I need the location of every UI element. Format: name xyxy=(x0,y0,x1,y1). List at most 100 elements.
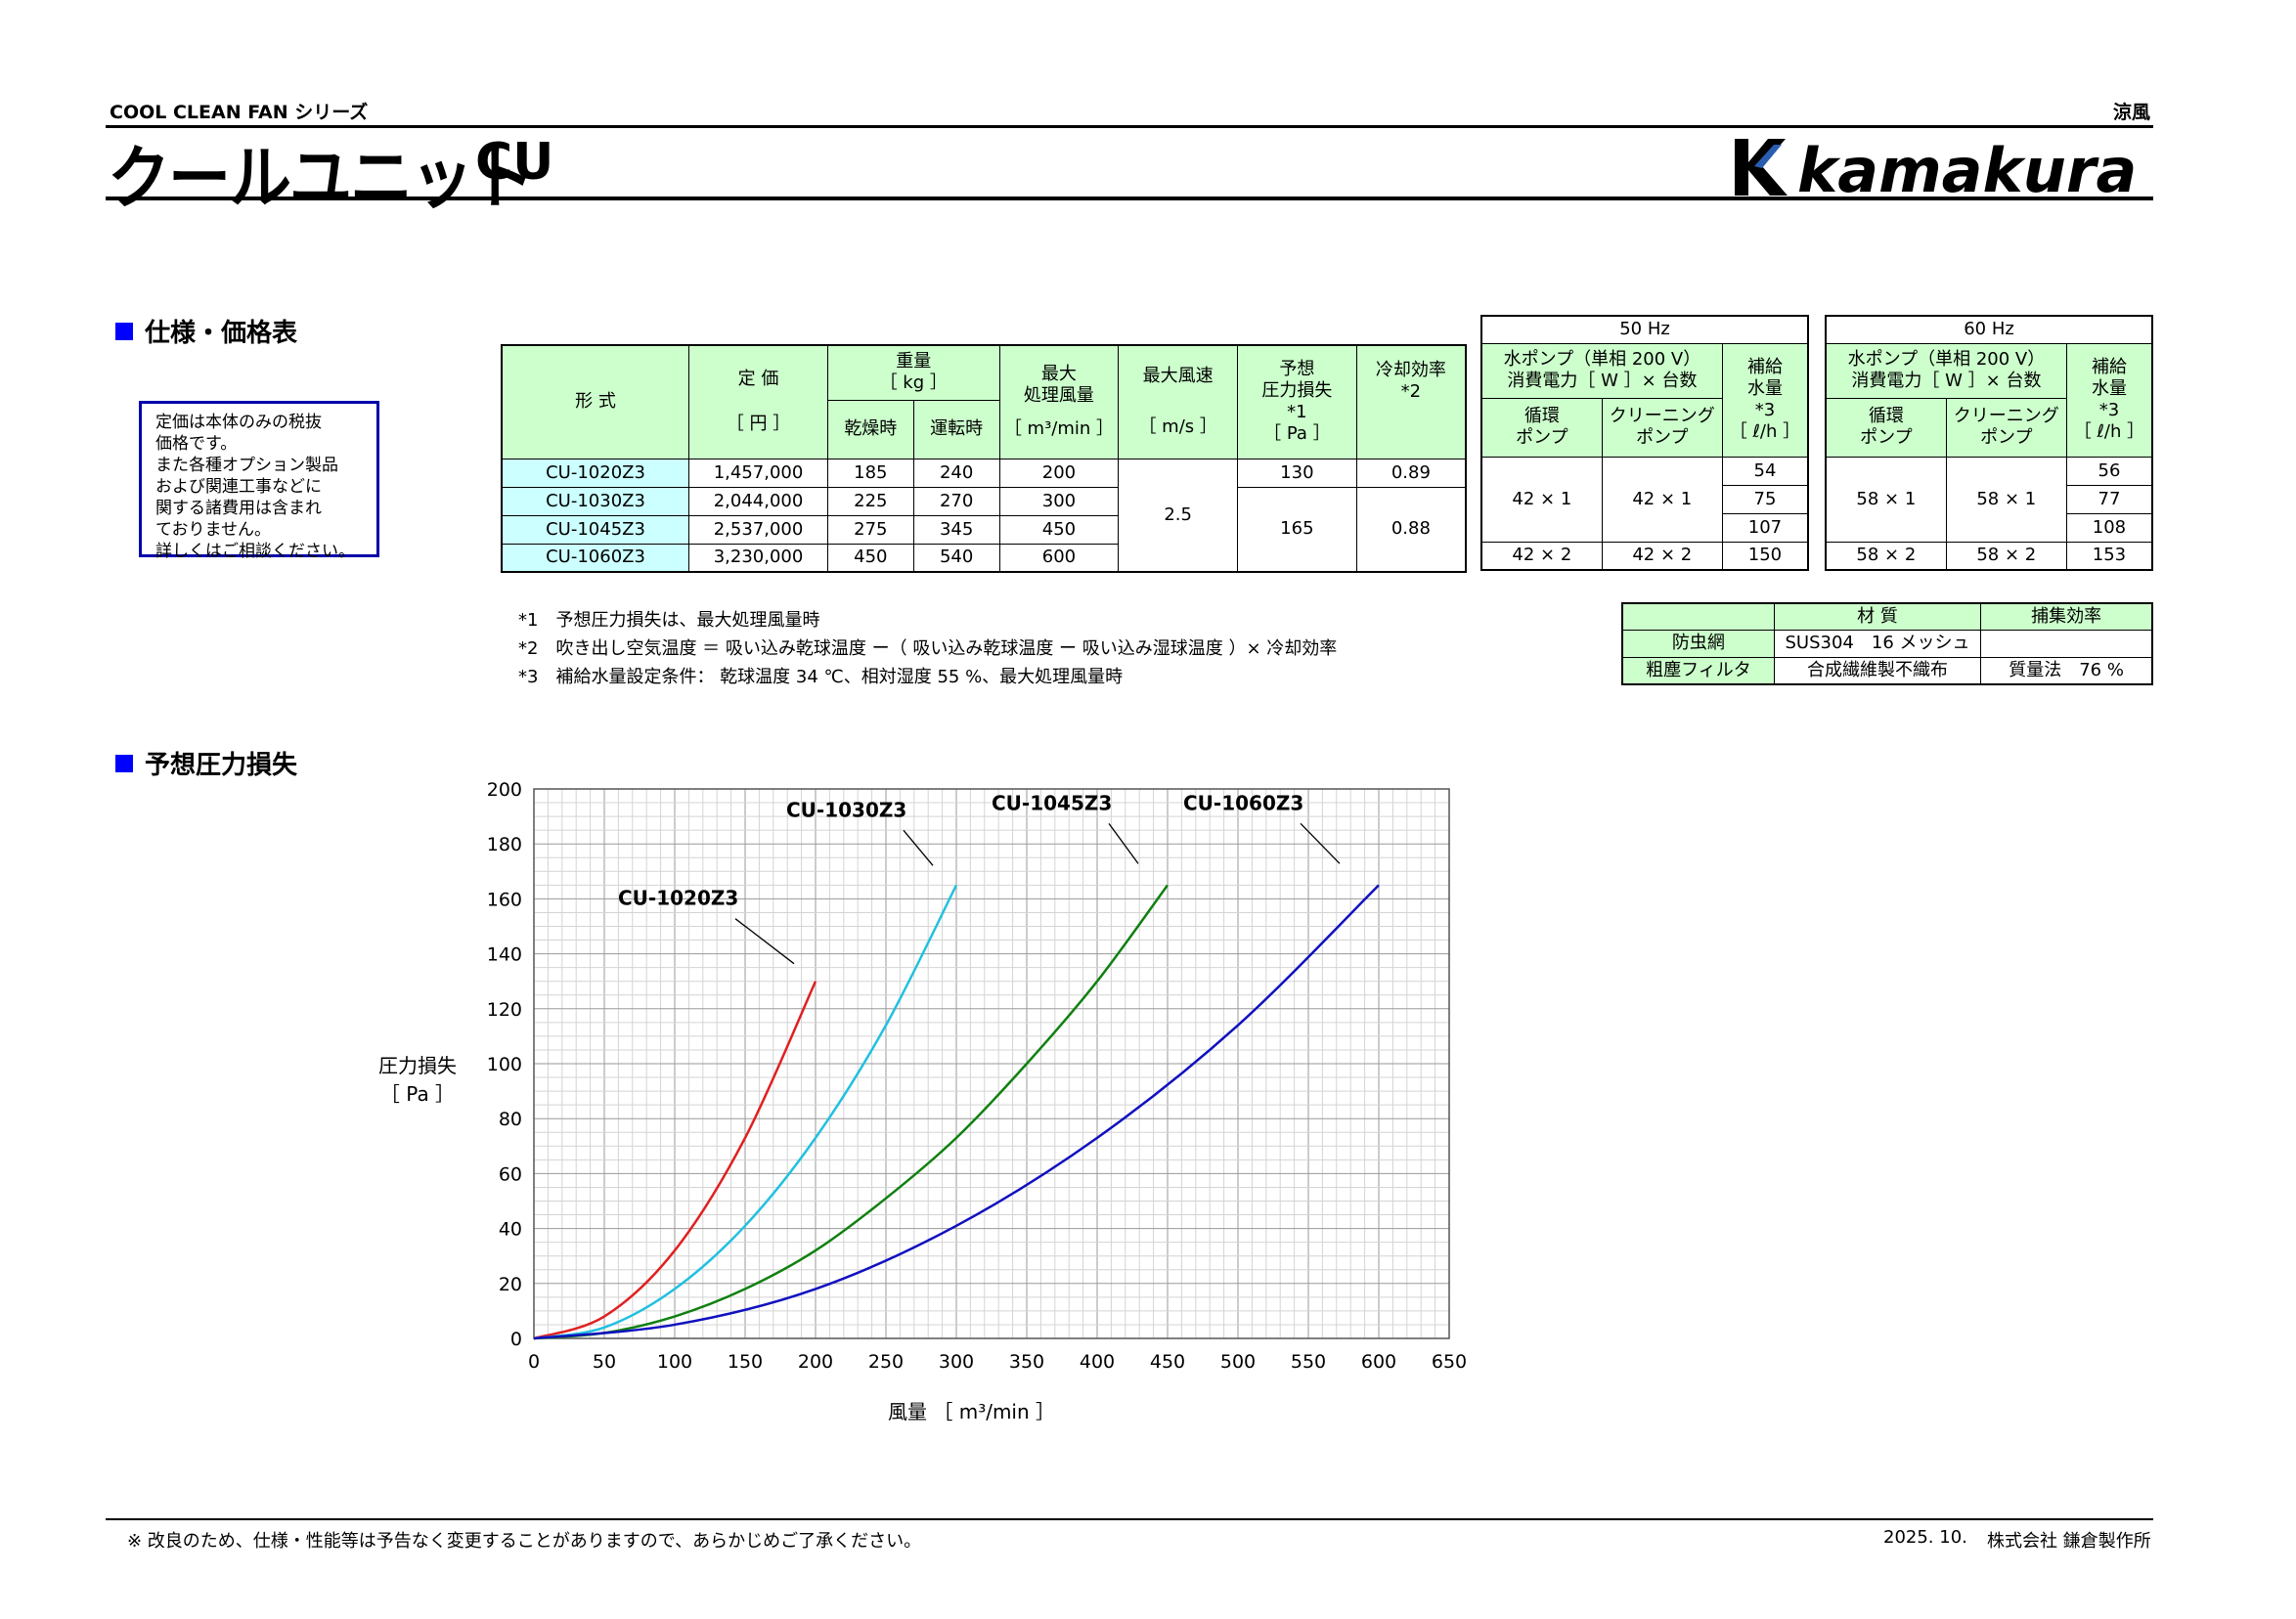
spec-section-heading: 仕様・価格表 xyxy=(115,313,297,349)
series-label: COOL CLEAN FAN シリーズ xyxy=(110,102,369,123)
x-tick-label: 650 xyxy=(1432,1351,1467,1373)
row-supply: 107 xyxy=(1721,512,1809,543)
header-pressure: 予想 圧力損失 *1 ［ Pa ］ xyxy=(1237,344,1357,459)
row-op: 540 xyxy=(912,543,1000,573)
row-dry: 225 xyxy=(826,486,914,516)
chart-ylabel: 圧力損失 ［ Pa ］ xyxy=(378,1054,457,1106)
x-tick-label: 600 xyxy=(1361,1351,1396,1373)
header-pump: 水ポンプ（単相 200 V） 消費電力［ W ］× 台数 xyxy=(1480,342,1723,399)
material-row-name: 防虫網 xyxy=(1621,629,1775,658)
y-tick-label: 40 xyxy=(499,1219,522,1241)
material-header-blank xyxy=(1621,602,1775,631)
row-op: 345 xyxy=(912,514,1000,545)
y-tick-label: 140 xyxy=(487,944,522,966)
y-tick-label: 80 xyxy=(499,1109,522,1130)
brand-right-label: 涼風 xyxy=(2112,102,2150,123)
row-op: 270 xyxy=(912,486,1000,516)
cell-circ-a: 42 × 1 xyxy=(1480,456,1603,543)
footer-date: 2025. 10. xyxy=(1883,1527,1967,1548)
x-tick-label: 100 xyxy=(657,1351,692,1373)
series-leader-line xyxy=(1300,822,1341,864)
row-model: CU-1045Z3 xyxy=(501,514,690,545)
cell-clean-a: 42 × 1 xyxy=(1601,456,1723,543)
pump-table-60hz: 60 Hz 水ポンプ（単相 200 V） 消費電力［ W ］× 台数 補給 水量 *3… xyxy=(1825,315,2153,571)
series-line-cu-1020z3 xyxy=(533,981,817,1340)
note-line: 価格です。 xyxy=(155,434,238,454)
series-label: CU-1020Z3 xyxy=(618,887,738,910)
row-model: CU-1020Z3 xyxy=(501,458,690,488)
cell-circ-a: 58 × 1 xyxy=(1825,456,1947,543)
footer-note: ※ 改良のため、仕様・性能等は予告なく変更することがありますので、あらかじめご了… xyxy=(127,1531,922,1552)
header-rule-bottom xyxy=(106,197,2153,200)
material-row-material: SUS304 16 メッシュ xyxy=(1773,629,1982,658)
row-dry: 185 xyxy=(826,458,914,488)
row-price: 2,537,000 xyxy=(688,514,828,545)
row-flow: 600 xyxy=(998,543,1120,573)
spec-heading-text: 仕様・価格表 xyxy=(145,319,298,348)
row-cool: 0.89 xyxy=(1355,458,1467,488)
series-label: CU-1060Z3 xyxy=(1183,791,1303,814)
footnote-3: *3 補給水量設定条件： 乾球温度 34 ℃、相対湿度 55 %、最大処理風量時 xyxy=(518,667,1124,687)
note-line: および関連工事などに xyxy=(155,477,322,497)
series-line-cu-1045z3 xyxy=(533,884,1170,1340)
x-tick-label: 300 xyxy=(939,1351,974,1373)
header-price: 定 価 ［ 円 ］ xyxy=(688,344,828,459)
note-line: また各種オプション製品 xyxy=(155,456,338,475)
hz60-caption: 60 Hz xyxy=(1825,315,2153,344)
row-pressure: 130 xyxy=(1237,458,1357,488)
row-flow: 200 xyxy=(998,458,1120,488)
note-line: 定価は本体のみの税抜 xyxy=(155,413,322,432)
series-label: CU-1030Z3 xyxy=(786,798,906,821)
material-header-material: 材 質 xyxy=(1773,602,1982,631)
price-note-box: 定価は本体のみの税抜 価格です。 また各種オプション製品 および関連工事などに … xyxy=(139,401,379,561)
series-leader-line xyxy=(1108,822,1139,864)
square-bullet-icon xyxy=(115,322,133,340)
note-line: 詳しくはご相談ください。 xyxy=(155,542,355,561)
y-tick-label: 0 xyxy=(510,1329,522,1350)
header-supply: 補給 水量 *3 ［ ℓ/h ］ xyxy=(2065,342,2153,458)
chart-xlabel: 風量 ［ m³/min ］ xyxy=(888,1400,1056,1423)
series-line-cu-1030z3 xyxy=(533,884,958,1340)
material-table: 材 質 捕集効率 防虫網 SUS304 16 メッシュ 粗塵フィルタ 合成繊維製… xyxy=(1621,602,2153,685)
logo-text: kamakura xyxy=(1797,135,2137,205)
header-circ-pump: 循環 ポンプ xyxy=(1825,397,1947,458)
x-tick-label: 500 xyxy=(1220,1351,1256,1373)
square-bullet-icon xyxy=(115,754,133,772)
series-leader-line xyxy=(734,918,795,965)
row-model: CU-1060Z3 xyxy=(501,543,690,573)
header-weight-dry: 乾燥時 xyxy=(826,399,914,459)
hz50-caption: 50 Hz xyxy=(1480,315,1809,344)
header-max-flow: 最大 処理風量 ［ m³/min ］ xyxy=(998,344,1120,459)
x-tick-label: 150 xyxy=(728,1351,763,1373)
y-tick-label: 160 xyxy=(487,889,522,910)
material-header-eff: 捕集効率 xyxy=(1980,602,2153,631)
y-tick-label: 200 xyxy=(487,779,522,801)
header-weight: 重量 ［ kg ］ xyxy=(826,344,1000,401)
x-tick-label: 400 xyxy=(1080,1351,1115,1373)
plot-frame xyxy=(533,788,1450,1339)
header-clean-pump: クリーニング ポンプ xyxy=(1945,397,2067,458)
footer-company: 株式会社 鎌倉製作所 xyxy=(1987,1531,2151,1552)
material-row-eff xyxy=(1980,629,2153,658)
cell-cool-b: 0.88 xyxy=(1355,486,1467,573)
footnote-2: *2 吹き出し空気温度 ＝ 吸い込み乾球温度 ー（ 吸い込み乾球温度 ー 吸い込… xyxy=(518,638,1338,659)
cell-clean-b: 58 × 2 xyxy=(1945,541,2067,571)
x-tick-label: 550 xyxy=(1291,1351,1326,1373)
material-row-eff: 質量法 76 % xyxy=(1980,656,2153,685)
spec-table: 形 式 定 価 ［ 円 ］ 重量 ［ kg ］ 最大 処理風量 ［ m³/min ］ 最… xyxy=(501,344,1467,573)
header-pump: 水ポンプ（単相 200 V） 消費電力［ W ］× 台数 xyxy=(1825,342,2067,399)
header-cooling: 冷却効率 *2 xyxy=(1355,344,1467,459)
header-supply: 補給 水量 *3 ［ ℓ/h ］ xyxy=(1721,342,1809,458)
header-max-speed: 最大風速 ［ m/s ］ xyxy=(1118,344,1239,459)
x-tick-label: 350 xyxy=(1009,1351,1044,1373)
material-row-material: 合成繊維製不織布 xyxy=(1773,656,1982,685)
page-title: クールユニット xyxy=(108,139,534,219)
x-tick-label: 450 xyxy=(1150,1351,1185,1373)
row-supply: 56 xyxy=(2065,456,2153,486)
row-supply: 108 xyxy=(2065,512,2153,543)
row-price: 1,457,000 xyxy=(688,458,828,488)
y-tick-label: 180 xyxy=(487,834,522,855)
footer-rule xyxy=(106,1518,2153,1520)
series-label: CU-1045Z3 xyxy=(992,791,1112,814)
pump-table-50hz: 50 Hz 水ポンプ（単相 200 V） 消費電力［ W ］× 台数 補給 水量 *3… xyxy=(1480,315,1809,571)
